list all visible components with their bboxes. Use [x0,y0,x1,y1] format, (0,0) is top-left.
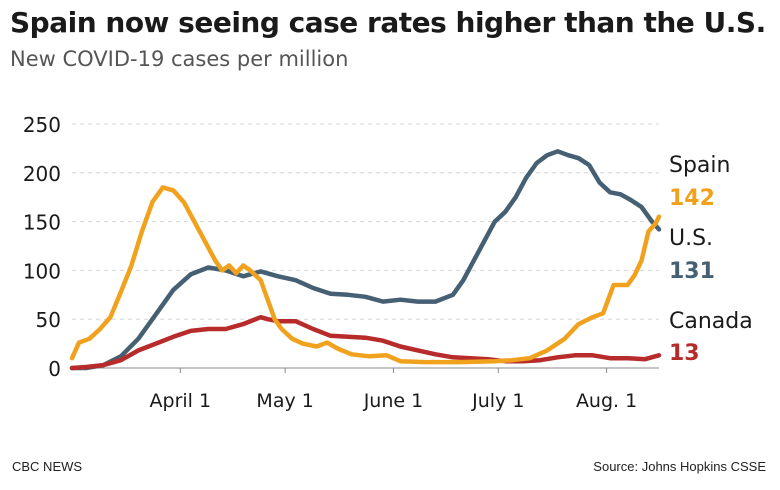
series-name-canada: Canada [669,309,753,334]
y-tick-label: 100 [23,259,61,283]
y-axis-ticks: 0 50 100 150 200 250 [23,113,61,381]
x-axis-ticks: April 1 May 1 June 1 July 1 Aug. 1 [150,368,637,412]
y-tick-label: 0 [48,357,61,381]
y-tick-label: 50 [36,308,61,332]
series-labels: Spain 142 U.S. 131 Canada 13 [669,153,753,366]
series-value-canada: 13 [669,341,700,366]
x-tick-label: May 1 [256,390,313,412]
x-tick-label: July 1 [471,390,524,412]
y-tick-label: 200 [23,162,61,186]
series-name-spain: Spain [669,153,730,178]
series-line-canada [69,314,662,371]
series-value-us: 131 [669,259,715,284]
x-tick-label: Aug. 1 [576,390,637,412]
series-line-us [69,149,662,371]
source-text: Source: Johns Hopkins CSSE [593,459,766,474]
y-tick-label: 150 [23,211,61,235]
y-tick-label: 250 [23,113,61,137]
series-name-us: U.S. [669,226,713,251]
x-tick-label: June 1 [363,390,424,412]
series-line-spain [69,185,662,365]
series-value-spain: 142 [669,186,715,211]
credit-text: CBC NEWS [12,459,83,474]
series-lines [69,149,662,371]
chart-title: Spain now seeing case rates higher than … [10,6,766,39]
x-tick-label: April 1 [150,390,212,412]
gridlines [72,123,659,369]
chart-subtitle: New COVID-19 cases per million [10,47,349,71]
